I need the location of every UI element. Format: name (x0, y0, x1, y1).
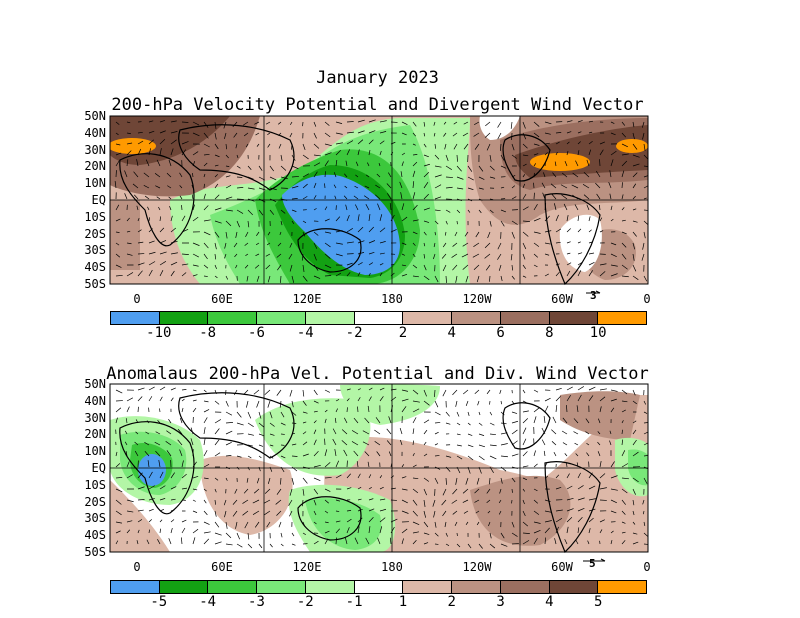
colorbar-label: 10 (589, 325, 607, 341)
lat-label: 10N (84, 444, 106, 459)
colorbar-cell (354, 581, 404, 593)
lon-label: 0 (133, 560, 141, 574)
lat-label: 30S (84, 243, 106, 258)
panel1-colorbar (110, 311, 647, 325)
lon-label: 120E (292, 292, 322, 306)
colorbar-cell (159, 312, 209, 324)
colorbar-cell (305, 312, 355, 324)
colorbar-cell (305, 581, 355, 593)
lon-label: 120E (292, 560, 322, 574)
lat-label: 40N (84, 393, 106, 408)
colorbar-cell (257, 581, 306, 593)
panel1-vectors (114, 119, 648, 283)
panel1-title: 200-hPa Velocity Potential and Divergent… (111, 95, 644, 115)
lat-label: 50N (84, 109, 106, 123)
lat-label: 30N (84, 142, 106, 157)
lon-label: 120W (462, 560, 492, 574)
gridlines (110, 116, 648, 552)
colorbar-label: -2 (345, 325, 363, 341)
lat-label: 50N (84, 377, 106, 391)
lon-label: 60E (211, 560, 233, 574)
colorbar-cell (159, 581, 209, 593)
colorbar-cell (549, 581, 599, 593)
lat-label: EQ (91, 461, 106, 475)
colorbar-label: -8 (199, 325, 217, 341)
lat-label: 50S (84, 545, 106, 559)
colorbar-label: 1 (398, 594, 408, 610)
colorbar-label: 4 (447, 325, 456, 341)
colorbar-cell (403, 581, 453, 593)
panel2-title: Anomalaus 200-hPa Vel. Potential and Div… (106, 364, 649, 384)
lon-label: 60E (211, 292, 233, 306)
colorbar-cell (208, 312, 258, 324)
lat-label: 20S (84, 494, 106, 509)
colorbar-cell (452, 581, 501, 593)
lat-label: 10S (84, 209, 106, 224)
colorbar-label: 3 (496, 594, 505, 610)
lon-label: 180 (381, 292, 403, 306)
colorbar-label: 2 (447, 594, 456, 610)
lat-label: 40N (84, 125, 106, 140)
colorbar-cell (500, 312, 550, 324)
lat-label: 20N (84, 159, 106, 174)
lon-label: 0 (133, 292, 141, 306)
colorbar-label: -10 (146, 325, 172, 341)
month-title: January 2023 (316, 68, 439, 88)
colorbar-cell (403, 312, 453, 324)
lat-label: 10S (84, 477, 106, 492)
colorbar-cell (111, 581, 160, 593)
colorbar-label: -6 (248, 325, 265, 341)
lon-label: 60W (551, 292, 573, 306)
colorbar-label: 5 (593, 594, 603, 610)
colorbar-cell (598, 581, 647, 593)
colorbar-cell (354, 312, 404, 324)
lat-label: 10N (84, 176, 106, 191)
colorbar-label: 4 (545, 594, 554, 610)
lon-label: 0 (643, 292, 651, 306)
panel2-colorbar (110, 580, 647, 594)
lon-label: 120W (462, 292, 492, 306)
lat-label: 20S (84, 226, 106, 241)
panel1-ref-vector-label: 3 (590, 289, 597, 302)
panel2-vectors (115, 386, 648, 549)
colorbar-label: -4 (199, 594, 217, 610)
panel2-frame (109, 383, 649, 553)
colorbar-label: 8 (545, 325, 554, 341)
lat-label: 30S (84, 511, 106, 526)
colorbar-label: -3 (248, 594, 265, 610)
colorbar-label: -1 (345, 594, 363, 610)
ref-vector-arrows (583, 290, 606, 562)
colorbar-cell (549, 312, 599, 324)
lat-label: 40S (84, 260, 106, 275)
colorbar-label: 6 (496, 325, 505, 341)
lat-label: 30N (84, 410, 106, 425)
colorbar-label: -5 (150, 594, 168, 610)
colorbar-cell (598, 312, 647, 324)
lat-label: EQ (91, 193, 106, 207)
colorbar-label: 2 (398, 325, 408, 341)
colorbar-label: -2 (296, 594, 314, 610)
colorbar-cell (452, 312, 501, 324)
panel2-ref-vector-label: 5 (589, 557, 596, 570)
lon-label: 0 (643, 560, 651, 574)
lon-label: 60W (551, 560, 573, 574)
lat-label: 40S (84, 528, 106, 543)
colorbar-cell (208, 581, 258, 593)
colorbar-cell (111, 312, 160, 324)
panel1-frame (109, 115, 649, 285)
lat-label: 20N (84, 427, 106, 442)
lat-label: 50S (84, 277, 106, 291)
colorbar-label: -4 (296, 325, 314, 341)
colorbar-cell (257, 312, 306, 324)
coastlines (119, 124, 601, 554)
colorbar-cell (500, 581, 550, 593)
lon-label: 180 (381, 560, 403, 574)
